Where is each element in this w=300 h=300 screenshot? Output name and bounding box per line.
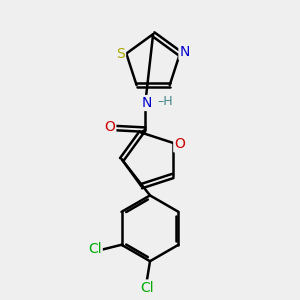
Text: N: N — [179, 45, 190, 59]
Text: –H: –H — [157, 94, 173, 108]
Text: Cl: Cl — [140, 280, 154, 295]
Text: O: O — [174, 137, 185, 152]
Text: N: N — [142, 96, 152, 110]
Text: O: O — [104, 119, 115, 134]
Text: S: S — [116, 46, 125, 61]
Text: Cl: Cl — [88, 242, 102, 256]
